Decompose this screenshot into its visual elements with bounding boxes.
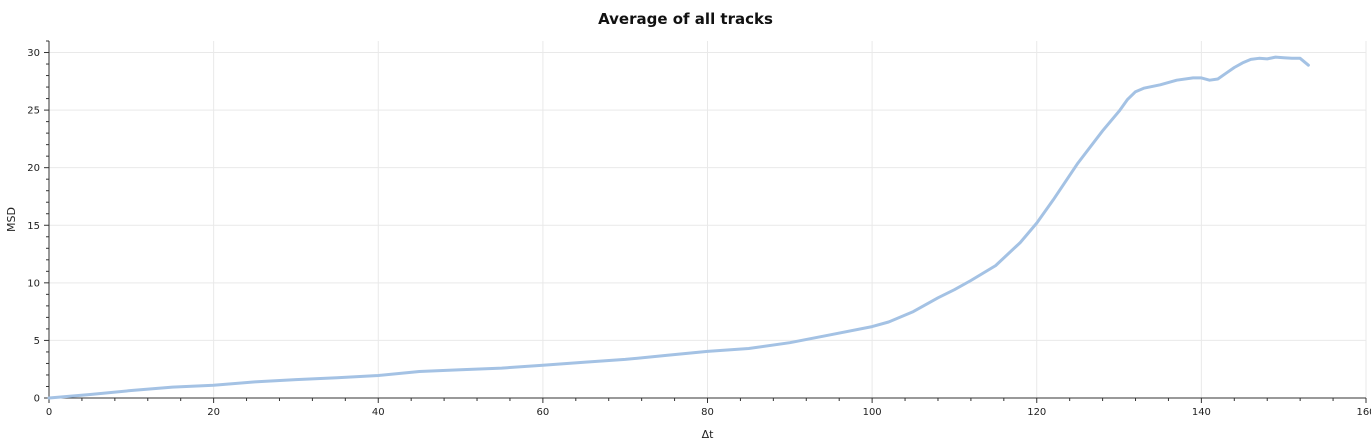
y-tick-label: 25 xyxy=(27,106,40,117)
x-tick-label: 120 xyxy=(1027,407,1046,418)
x-tick-label: 0 xyxy=(46,407,52,418)
y-tick-label: 5 xyxy=(34,336,40,347)
y-tick-label: 10 xyxy=(27,278,40,289)
y-axis-label: MSD xyxy=(5,207,18,232)
x-tick-label: 40 xyxy=(372,407,385,418)
chart-title: Average of all tracks xyxy=(598,10,773,28)
x-tick-label: 80 xyxy=(701,407,714,418)
x-tick-label: 140 xyxy=(1192,407,1211,418)
y-tick-label: 20 xyxy=(27,163,40,174)
series-line xyxy=(47,55,1310,400)
x-tick-label: 100 xyxy=(863,407,882,418)
x-tick-label: 60 xyxy=(537,407,550,418)
y-tick-label: 0 xyxy=(34,394,40,405)
x-axis-label: Δt xyxy=(702,428,715,441)
x-tick-label: 160 xyxy=(1356,407,1371,418)
y-tick-label: 30 xyxy=(27,48,40,59)
y-tick-label: 15 xyxy=(27,221,40,232)
x-tick-label: 20 xyxy=(207,407,220,418)
